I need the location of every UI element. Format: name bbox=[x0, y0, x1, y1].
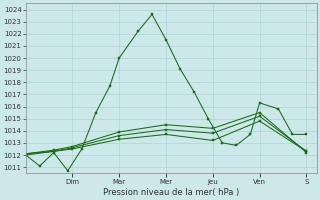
X-axis label: Pression niveau de la mer( hPa ): Pression niveau de la mer( hPa ) bbox=[103, 188, 239, 197]
